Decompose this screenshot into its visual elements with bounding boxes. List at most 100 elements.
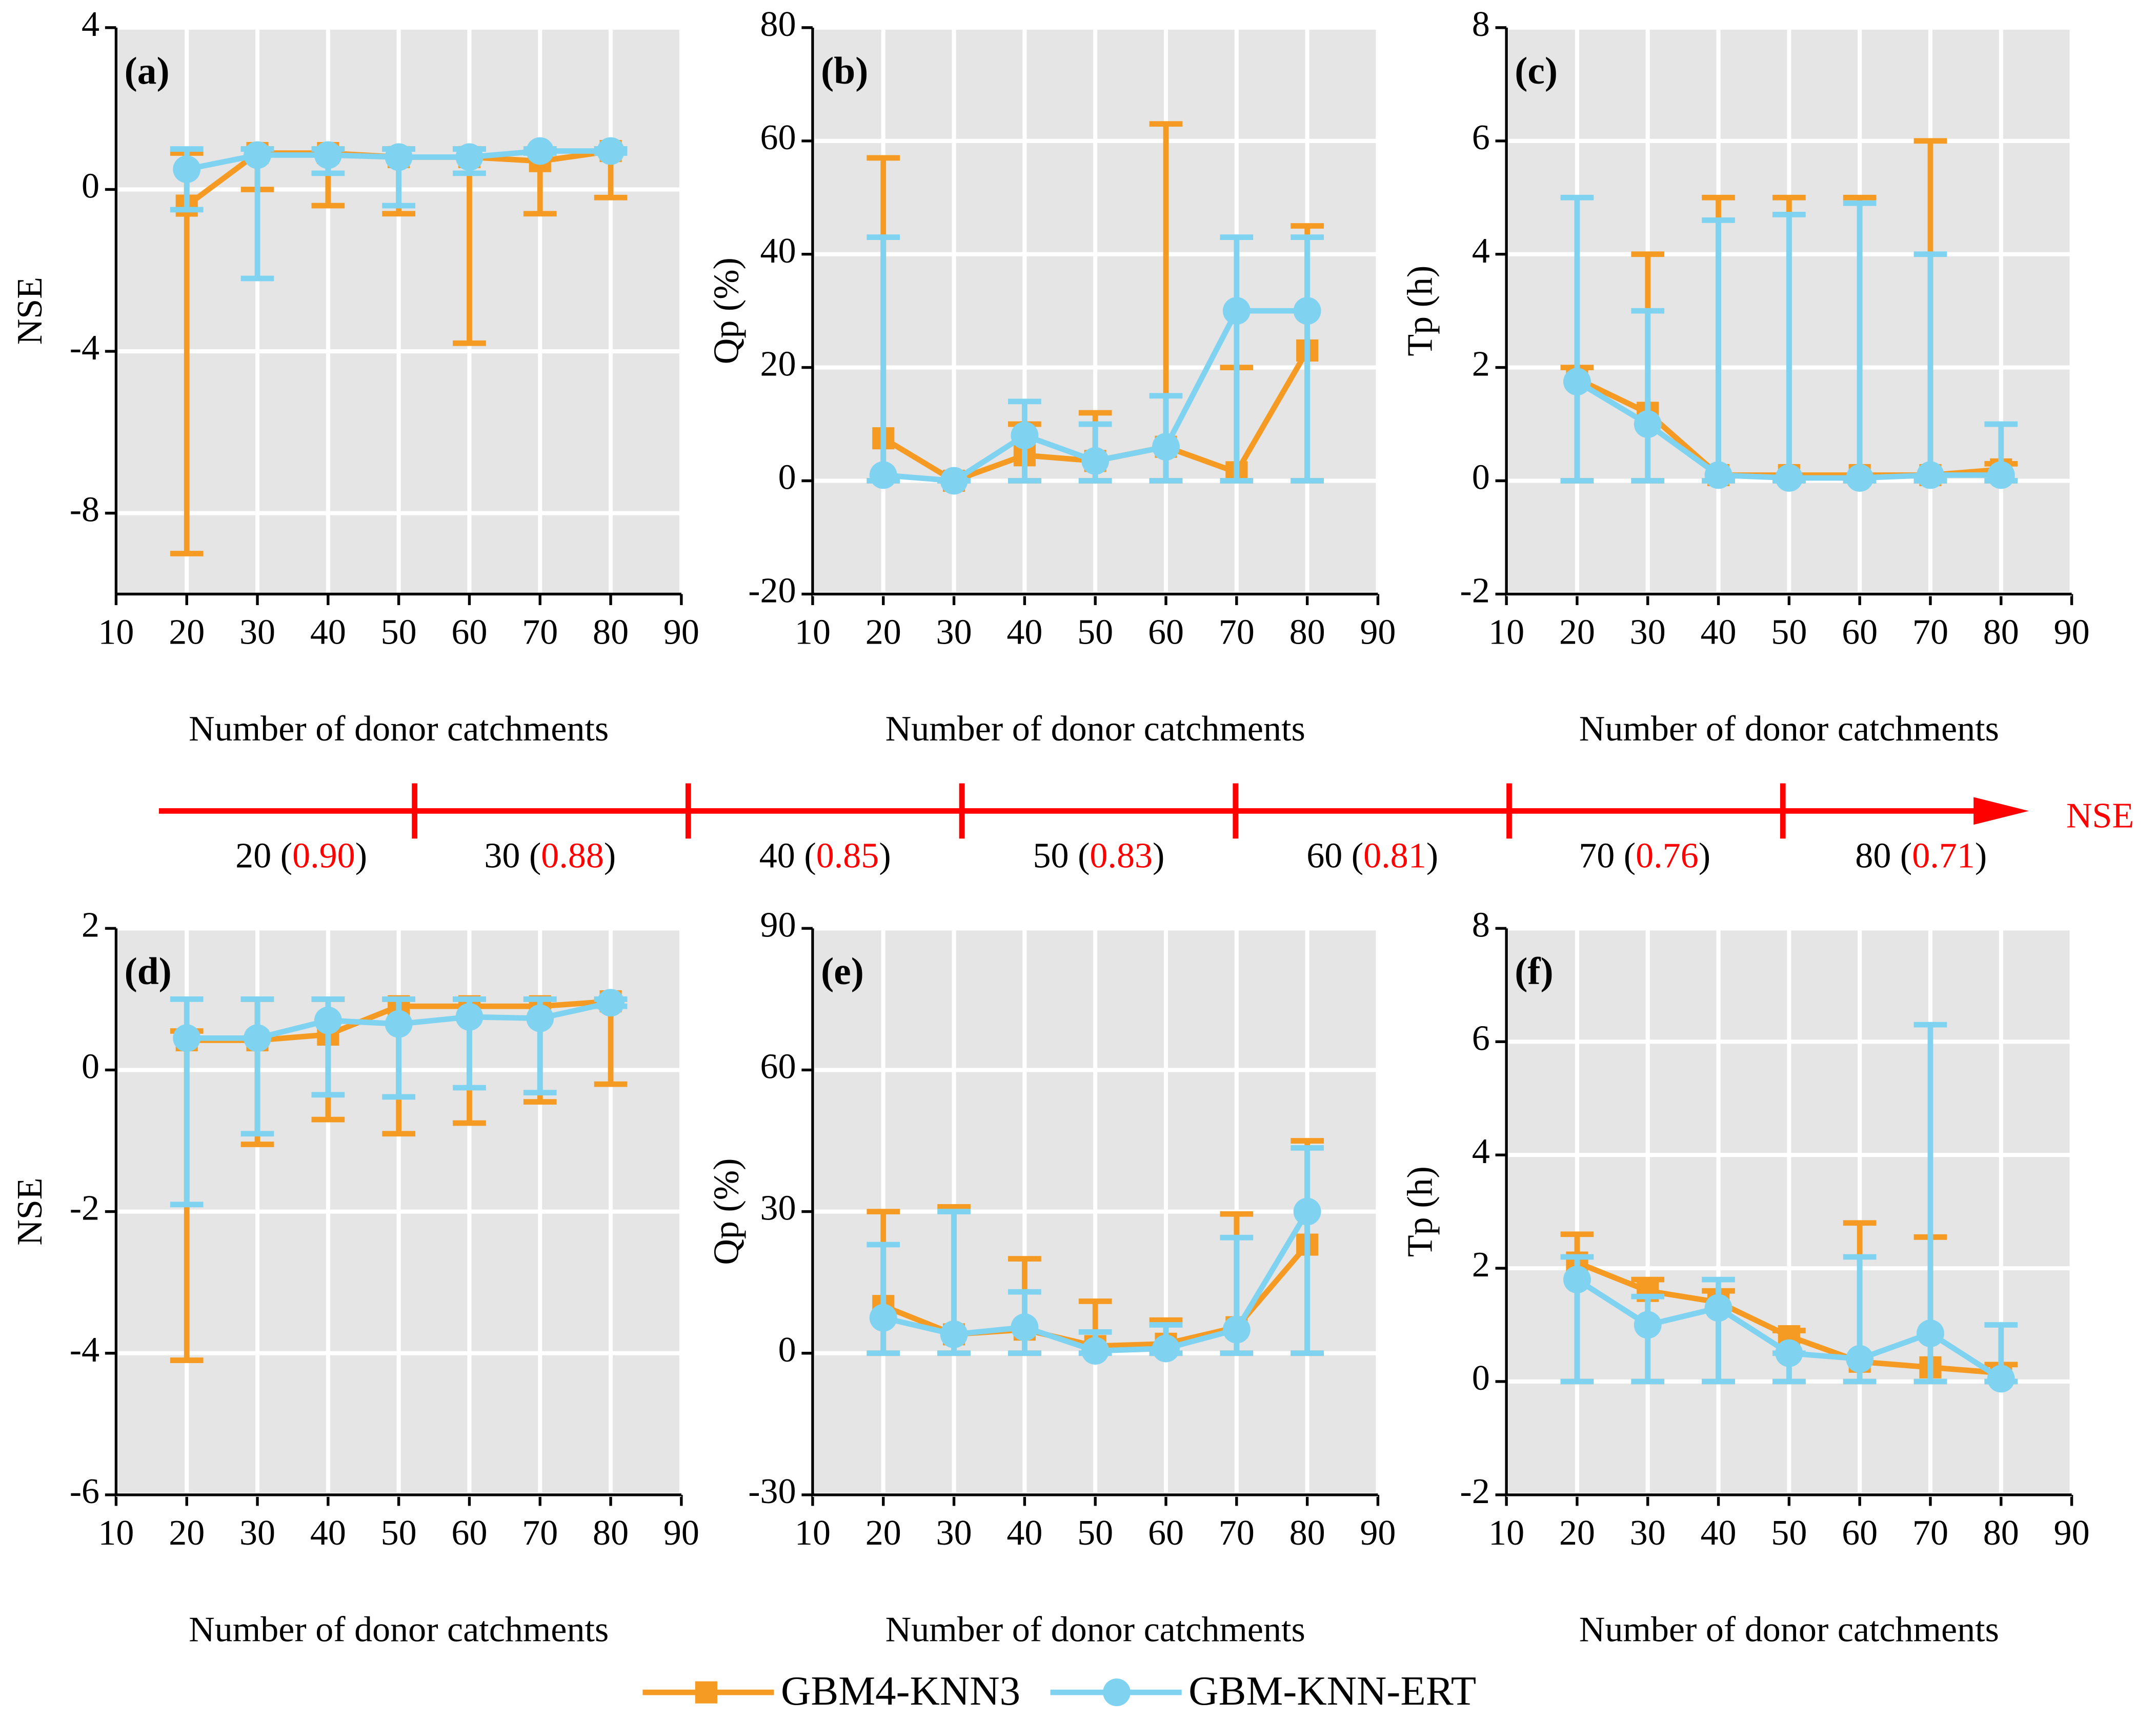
y-tick-label: 4	[82, 5, 99, 44]
x-tick-label: 70	[1219, 612, 1255, 652]
marker	[1011, 422, 1039, 450]
nse-item-close: )	[1699, 836, 1710, 876]
y-tick-label: 8	[1472, 5, 1490, 44]
y-tick-label: 90	[760, 905, 796, 945]
y-tick-label: 0	[1472, 1358, 1490, 1398]
x-tick-label: 70	[1912, 1513, 1948, 1553]
x-axis-label: Number of donor catchments	[885, 709, 1305, 749]
x-tick-label: 70	[522, 1513, 558, 1553]
marker	[869, 1304, 897, 1332]
x-tick-label: 10	[98, 612, 134, 652]
x-tick-label: 80	[593, 612, 629, 652]
y-tick-label: -4	[70, 328, 99, 368]
x-tick-label: 40	[1006, 1513, 1042, 1553]
marker	[314, 141, 342, 169]
x-tick-label: 20	[1559, 1513, 1595, 1553]
x-tick-label: 90	[663, 1513, 699, 1553]
legend-label: GBM-KNN-ERT	[1188, 1668, 1476, 1714]
marker	[314, 1006, 342, 1034]
marker	[1011, 1313, 1039, 1342]
nse-item-count: 60 (	[1306, 836, 1363, 876]
series	[867, 234, 1324, 495]
marker	[1704, 1294, 1732, 1322]
nse-item-count: 80 (	[1855, 836, 1912, 876]
x-tick-label: 20	[169, 612, 205, 652]
panel-label: (f)	[1515, 950, 1553, 993]
panel-label: (a)	[125, 50, 170, 92]
marker	[455, 143, 483, 171]
marker	[1987, 1365, 2015, 1393]
x-tick-label: 60	[1842, 1513, 1878, 1553]
marker	[455, 1003, 483, 1031]
panel-label: (e)	[821, 950, 864, 993]
y-tick-label: 80	[760, 5, 796, 44]
x-tick-label: 60	[1148, 1513, 1184, 1553]
marker	[1917, 1319, 1944, 1348]
x-tick-label: 40	[310, 1513, 346, 1553]
x-axis-label: Number of donor catchments	[1579, 1610, 1999, 1649]
x-tick-label: 90	[2054, 1513, 2090, 1553]
x-tick-label: 90	[663, 612, 699, 652]
nse-item-close: )	[1975, 836, 1987, 876]
x-tick-label: 60	[451, 1513, 487, 1553]
y-tick-label: -8	[70, 490, 99, 530]
series	[170, 989, 628, 1208]
y-tick-label: -20	[748, 571, 796, 611]
marker	[1563, 1266, 1591, 1294]
x-tick-label: 10	[795, 1513, 831, 1553]
y-tick-label: 2	[1472, 345, 1490, 384]
x-tick-label: 10	[98, 1513, 134, 1553]
marker	[244, 141, 271, 169]
y-tick-label: 4	[1472, 231, 1490, 271]
marker	[385, 1010, 413, 1038]
y-tick-label: 0	[82, 167, 99, 206]
y-tick-label: 6	[1472, 118, 1490, 157]
marker	[1634, 1311, 1662, 1339]
x-tick-label: 80	[593, 1513, 629, 1553]
y-axis-label: NSE	[10, 1177, 50, 1245]
x-tick-label: 20	[169, 1513, 205, 1553]
marker	[1081, 1337, 1110, 1365]
nse-item-close: )	[355, 836, 367, 876]
x-tick-label: 20	[1559, 612, 1595, 652]
x-tick-label: 80	[1289, 612, 1325, 652]
marker	[1704, 461, 1732, 489]
legend-marker	[695, 1681, 717, 1704]
marker	[1846, 1345, 1874, 1373]
y-tick-label: 2	[82, 905, 99, 945]
nse-item-count: 30 (	[484, 836, 541, 876]
marker	[1222, 297, 1251, 325]
x-tick-label: 90	[2054, 612, 2090, 652]
nse-item-value: 0.76	[1636, 836, 1699, 876]
x-tick-label: 70	[1912, 612, 1948, 652]
nse-item-value: 0.81	[1363, 836, 1426, 876]
y-tick-label: 0	[1472, 458, 1490, 497]
marker	[597, 989, 625, 1017]
x-tick-label: 50	[1077, 1513, 1113, 1553]
y-axis-label: Qp (%)	[707, 257, 746, 364]
x-tick-label: 50	[1077, 612, 1113, 652]
y-tick-label: 4	[1472, 1132, 1490, 1171]
nse-item-value: 0.83	[1090, 836, 1153, 876]
series	[867, 1145, 1324, 1365]
nse-item-count: 20 (	[235, 836, 292, 876]
y-tick-label: -6	[70, 1472, 99, 1511]
x-tick-label: 50	[381, 612, 417, 652]
nse-item: 60 (0.81)	[1306, 836, 1438, 876]
marker	[940, 467, 968, 495]
x-tick-label: 60	[1842, 612, 1878, 652]
marker	[1293, 297, 1321, 325]
marker	[173, 1024, 201, 1052]
marker	[1846, 464, 1874, 492]
legend-label: GBM4-KNN3	[781, 1668, 1020, 1714]
x-tick-label: 50	[1771, 612, 1807, 652]
nse-item-close: )	[1426, 836, 1438, 876]
y-tick-label: -2	[1460, 571, 1489, 611]
y-tick-label: 0	[82, 1047, 99, 1087]
nse-item: 80 (0.71)	[1855, 836, 1987, 876]
x-tick-label: 50	[381, 1513, 417, 1553]
y-tick-label: 60	[760, 118, 796, 157]
nse-item: 30 (0.88)	[484, 836, 616, 876]
marker	[1987, 461, 2015, 489]
